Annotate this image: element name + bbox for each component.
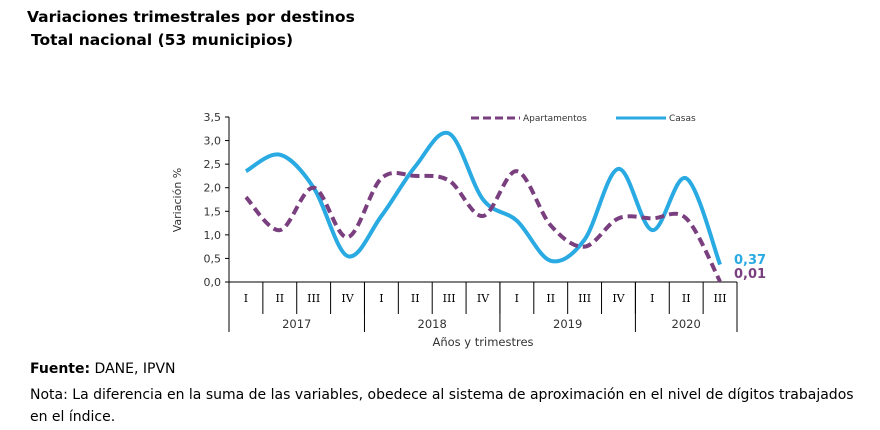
quarter-label: I xyxy=(379,292,383,305)
y-tick-label: 3,5 xyxy=(204,111,222,124)
quarter-label: I xyxy=(650,292,654,305)
quarter-label: II xyxy=(682,292,691,305)
quarter-label: III xyxy=(578,292,591,305)
legend-label-apartamentos: Apartamentos xyxy=(523,114,587,124)
quarter-label: II xyxy=(275,292,284,305)
y-tick-label: 1,0 xyxy=(204,229,222,242)
series-line-casas xyxy=(244,130,722,266)
year-label: 2017 xyxy=(282,317,311,331)
y-tick-label: 0,0 xyxy=(204,276,222,289)
source-label: Fuente: xyxy=(30,361,91,377)
quarter-label: IV xyxy=(477,292,490,305)
quarter-label: II xyxy=(411,292,420,305)
quarter-label: II xyxy=(546,292,555,305)
quarter-label: I xyxy=(244,292,248,305)
quarter-label: III xyxy=(443,292,456,305)
y-tick-label: 2,0 xyxy=(204,182,222,195)
end-label-apartamentos: 0,01 xyxy=(734,267,766,282)
y-axis-label: Variación % xyxy=(171,168,184,233)
legend-label-casas: Casas xyxy=(669,114,696,124)
y-tick-label: 1,5 xyxy=(204,205,222,218)
y-tick-label: 0,5 xyxy=(204,252,222,265)
note: Nota: La diferencia en la suma de las va… xyxy=(30,387,854,425)
year-label: 2018 xyxy=(418,317,447,331)
y-tick-label: 3,0 xyxy=(204,135,222,148)
quarter-label: III xyxy=(307,292,320,305)
source-text: DANE, IPVN xyxy=(90,361,176,377)
year-label: 2019 xyxy=(553,317,582,331)
year-label: 2020 xyxy=(672,317,701,331)
quarter-label: III xyxy=(714,292,727,305)
quarter-label: IV xyxy=(341,292,354,305)
chart-subtitle: Total nacional (53 municipios) xyxy=(31,31,294,49)
quarter-label: I xyxy=(515,292,519,305)
source: Fuente: DANE, IPVN xyxy=(30,361,176,377)
chart-title: Variaciones trimestrales por destinos xyxy=(27,8,355,26)
y-tick-label: 2,5 xyxy=(204,158,222,171)
quarter-label: IV xyxy=(612,292,625,305)
x-axis-label: Años y trimestres xyxy=(432,335,533,349)
end-label-casas: 0,37 xyxy=(734,253,766,268)
